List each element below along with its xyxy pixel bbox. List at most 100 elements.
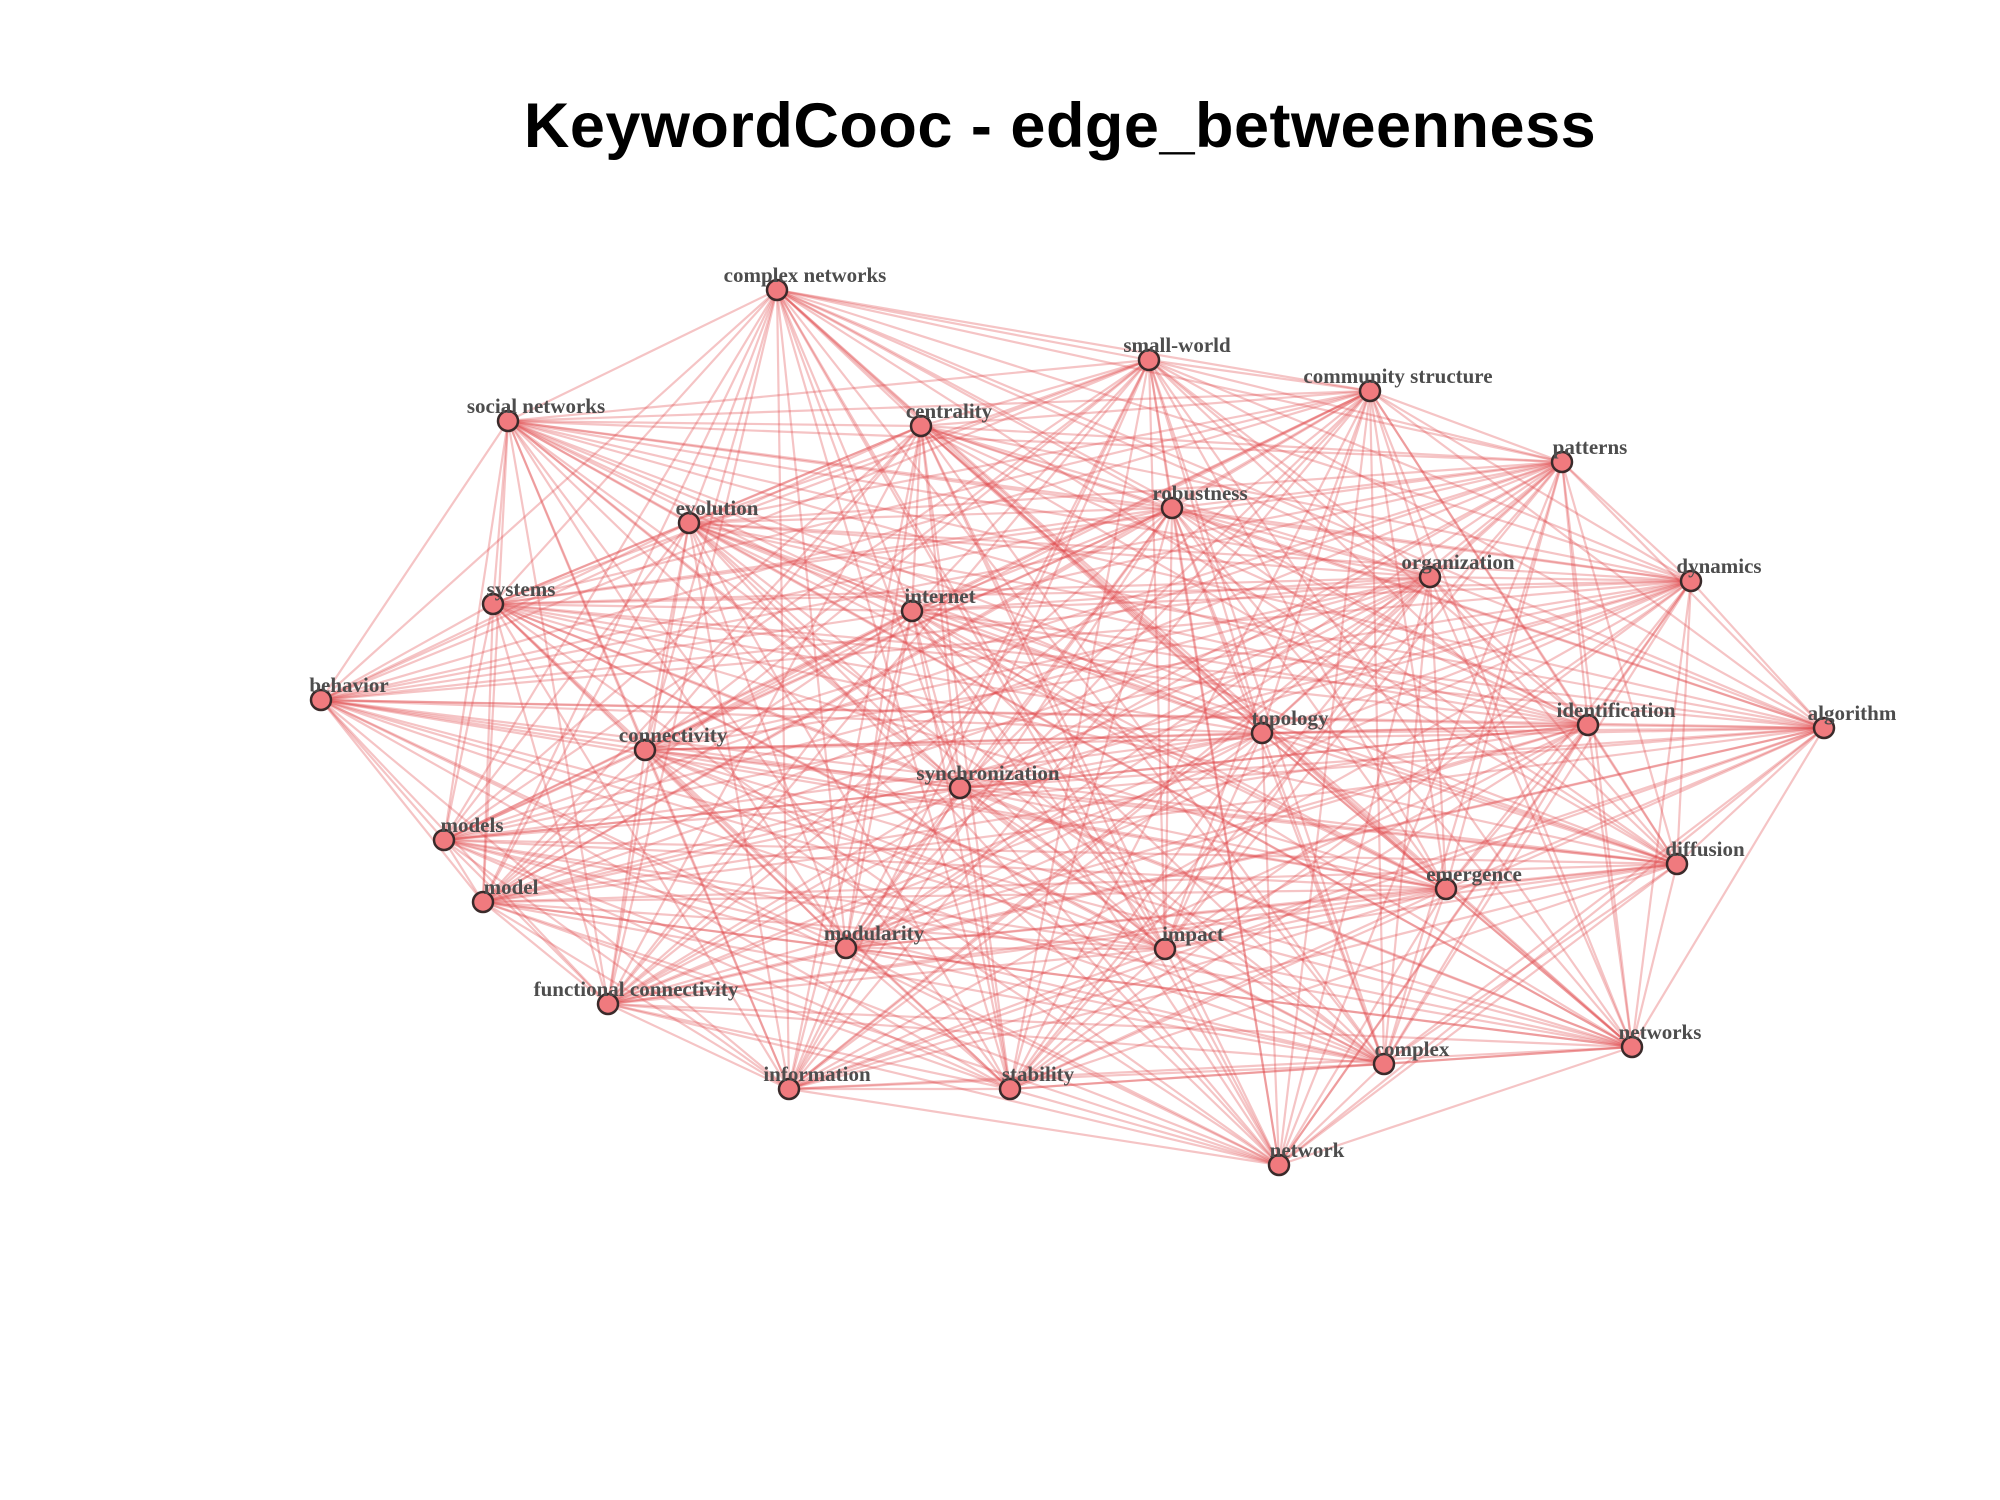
edge <box>776 288 1825 730</box>
node-functional-connectivity[interactable] <box>596 992 620 1016</box>
node-patterns[interactable] <box>1550 450 1574 474</box>
node-stability[interactable] <box>998 1077 1022 1101</box>
edge <box>1009 732 1263 1090</box>
edge <box>481 420 510 903</box>
edge <box>320 698 1633 1049</box>
edge <box>320 358 1150 702</box>
edge <box>776 289 1447 890</box>
edge <box>1009 948 1166 1090</box>
edge <box>320 699 1011 1090</box>
edge <box>1382 888 1448 1065</box>
edge <box>507 420 847 949</box>
edge <box>688 521 913 613</box>
edge <box>320 698 1385 1066</box>
node-model[interactable] <box>471 890 495 914</box>
edge <box>507 419 1563 464</box>
edge <box>644 748 1633 1049</box>
node-networks[interactable] <box>1620 1035 1644 1059</box>
edge <box>920 424 1692 583</box>
node-algorithm[interactable] <box>1812 716 1836 740</box>
edge <box>492 460 1563 606</box>
edge <box>788 787 961 1090</box>
node-identification[interactable] <box>1576 713 1600 737</box>
edge <box>776 289 1166 950</box>
node-community-structure[interactable] <box>1358 379 1382 403</box>
edge <box>788 507 1173 1090</box>
edge <box>482 749 646 903</box>
edge <box>1009 390 1371 1090</box>
edge <box>482 575 1431 904</box>
edge <box>492 389 1371 606</box>
node-models[interactable] <box>432 828 456 852</box>
edge <box>320 699 445 841</box>
edge <box>482 726 1825 904</box>
node-emergence[interactable] <box>1434 877 1458 901</box>
edge <box>607 610 913 1005</box>
edge <box>920 424 1173 510</box>
edge <box>776 288 1563 464</box>
edge <box>606 522 691 1005</box>
node-label-organization: organization <box>1401 550 1514 574</box>
node-information[interactable] <box>777 1077 801 1101</box>
edge <box>1586 724 1634 1048</box>
edge <box>507 419 1692 583</box>
edge <box>443 289 778 841</box>
node-diffusion[interactable] <box>1665 852 1689 876</box>
node-social-networks[interactable] <box>496 409 520 433</box>
edge <box>482 862 1678 904</box>
edge <box>920 425 1166 950</box>
node-internet[interactable] <box>900 599 924 623</box>
edge <box>776 289 922 427</box>
edge <box>607 1002 1280 1167</box>
node-impact[interactable] <box>1153 937 1177 961</box>
edge <box>1148 359 1589 726</box>
edge <box>507 419 1678 866</box>
edge <box>644 425 922 751</box>
node-complex[interactable] <box>1372 1052 1396 1076</box>
edge <box>1277 390 1372 1166</box>
edge <box>482 359 1150 903</box>
edge <box>911 610 1280 1166</box>
edge <box>507 419 1431 579</box>
edge <box>507 420 1385 1065</box>
node-topology[interactable] <box>1250 721 1274 745</box>
edge <box>492 602 1678 866</box>
edge <box>688 521 1431 579</box>
edge <box>688 506 1173 525</box>
node-small-world[interactable] <box>1137 348 1161 372</box>
node-label-models: models <box>441 813 504 837</box>
node-dynamics[interactable] <box>1679 569 1703 593</box>
node-label-modularity: modularity <box>824 921 925 945</box>
node-synchronization[interactable] <box>948 776 972 800</box>
node-evolution[interactable] <box>677 511 701 535</box>
edge <box>1009 862 1678 1091</box>
edge <box>607 946 847 1006</box>
edge <box>482 390 1371 903</box>
edge <box>1368 390 1386 1065</box>
edge <box>911 609 1825 730</box>
edge <box>788 723 1589 1091</box>
labels-layer: complex networks small-world community str… <box>309 263 1897 1162</box>
node-centrality[interactable] <box>909 414 933 438</box>
node-organization[interactable] <box>1418 565 1442 589</box>
node-robustness[interactable] <box>1160 496 1184 520</box>
node-modularity[interactable] <box>834 936 858 960</box>
node-behavior[interactable] <box>309 688 333 712</box>
edge <box>492 603 1280 1166</box>
node-systems[interactable] <box>481 592 505 616</box>
node-network[interactable] <box>1267 1153 1291 1177</box>
edge <box>1630 580 1693 1048</box>
edge <box>492 603 790 1090</box>
node-label-networks: networks <box>1619 1020 1702 1044</box>
edge <box>320 389 1371 702</box>
edge <box>788 726 1825 1091</box>
edge <box>607 425 922 1005</box>
node-label-social-networks: social networks <box>467 394 605 418</box>
edge <box>1278 1063 1385 1166</box>
edge <box>506 420 647 751</box>
edge <box>688 358 1150 525</box>
node-connectivity[interactable] <box>633 738 657 762</box>
edge <box>776 289 1280 1166</box>
edge <box>320 699 790 1090</box>
node-complex-networks[interactable] <box>765 278 789 302</box>
